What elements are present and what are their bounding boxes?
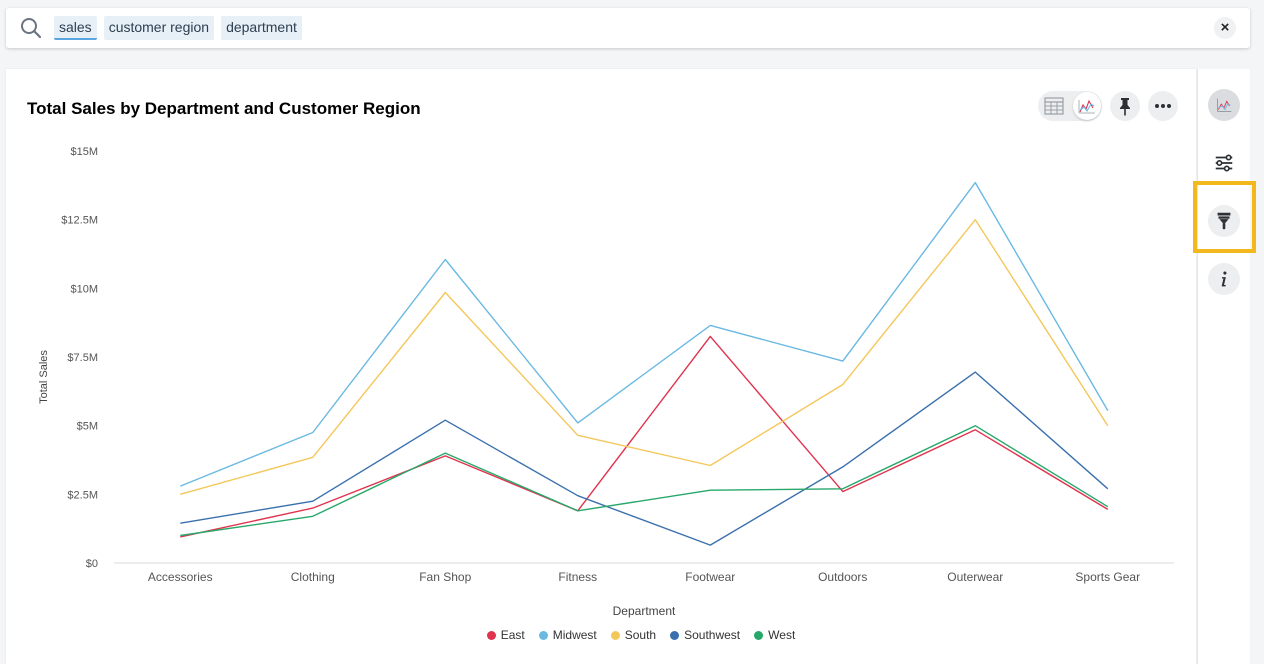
series-line-southwest — [180, 371, 1109, 546]
series-line-midwest — [180, 181, 1109, 487]
legend-swatch — [670, 630, 680, 640]
x-tick-label: Accessories — [148, 570, 213, 584]
pin-icon — [1120, 98, 1130, 116]
close-icon: × — [1220, 19, 1230, 36]
x-axis-label: Department — [613, 604, 676, 618]
info-button[interactable] — [1208, 263, 1240, 295]
series-line-south — [180, 218, 1109, 495]
x-tick-label: Clothing — [291, 570, 335, 584]
line-chart-icon — [1078, 99, 1095, 114]
configure-chart-button[interactable] — [1208, 147, 1240, 179]
y-tick-label: $5M — [77, 421, 98, 433]
x-tick-label: Outdoors — [818, 570, 867, 584]
legend-swatch — [754, 630, 764, 640]
pin-button[interactable] — [1110, 91, 1140, 121]
series-line-west — [180, 425, 1109, 537]
legend-label: South — [624, 628, 657, 642]
series-line-east — [180, 335, 1109, 538]
x-tick-label: Fitness — [558, 570, 597, 584]
search-tokens: sales customer region department — [54, 16, 302, 40]
x-tick-label: Fan Shop — [419, 570, 471, 584]
answer-card: Total Sales by Department and Customer R… — [6, 69, 1196, 664]
clear-search-button[interactable]: × — [1214, 17, 1236, 39]
legend-item-midwest[interactable]: Midwest — [538, 628, 597, 642]
more-horizontal-icon — [1155, 104, 1171, 108]
legend-swatch — [610, 630, 620, 640]
y-tick-label: $7.5M — [67, 352, 98, 364]
legend-swatch — [486, 630, 496, 640]
search-token-customer-region[interactable]: customer region — [103, 16, 215, 40]
right-rail — [1197, 69, 1250, 664]
y-tick-label: $0 — [86, 558, 98, 570]
y-tick-label: $10M — [70, 283, 98, 295]
legend-label: Midwest — [552, 628, 597, 642]
legend-item-east[interactable]: East — [486, 628, 525, 642]
search-icon[interactable] — [20, 17, 42, 39]
view-toggle[interactable] — [1038, 91, 1102, 121]
brush-icon — [1217, 212, 1231, 230]
info-icon — [1221, 271, 1227, 287]
line-chart: $0 $2.5M $5M $7.5M $10M $12.5M $15M Accessories… — [38, 146, 1174, 618]
table-icon[interactable] — [1044, 97, 1064, 115]
chart-legend: East Midwest South Southwest West — [6, 628, 1264, 642]
legend-item-southwest[interactable]: Southwest — [670, 628, 740, 642]
legend-item-west[interactable]: West — [754, 628, 795, 642]
legend-swatch — [538, 630, 548, 640]
y-tick-label: $15M — [70, 146, 98, 158]
legend-label: West — [768, 628, 796, 642]
line-chart-icon — [1217, 98, 1232, 112]
y-tick-label: $12.5M — [61, 215, 98, 227]
search-bar[interactable]: sales customer region department × — [6, 8, 1250, 48]
legend-label: Southwest — [684, 628, 741, 642]
legend-item-south[interactable]: South — [610, 628, 657, 642]
search-token-sales[interactable]: sales — [54, 16, 97, 40]
x-tick-label: Sports Gear — [1075, 570, 1140, 584]
search-token-department[interactable]: department — [221, 16, 302, 40]
y-tick-label: $2.5M — [67, 489, 98, 501]
more-options-button[interactable] — [1148, 91, 1178, 121]
y-axis-label: Total Sales — [38, 350, 50, 404]
x-tick-label: Footwear — [685, 570, 735, 584]
change-chart-type-button[interactable] — [1208, 89, 1240, 121]
x-tick-label: Outerwear — [947, 570, 1003, 584]
customize-style-button[interactable] — [1208, 205, 1240, 237]
sliders-icon — [1215, 154, 1233, 172]
legend-label: East — [500, 628, 525, 642]
chart-title: Total Sales by Department and Customer R… — [27, 99, 421, 118]
chart-toolbar — [1038, 91, 1178, 121]
chart-view-button[interactable] — [1073, 92, 1101, 120]
